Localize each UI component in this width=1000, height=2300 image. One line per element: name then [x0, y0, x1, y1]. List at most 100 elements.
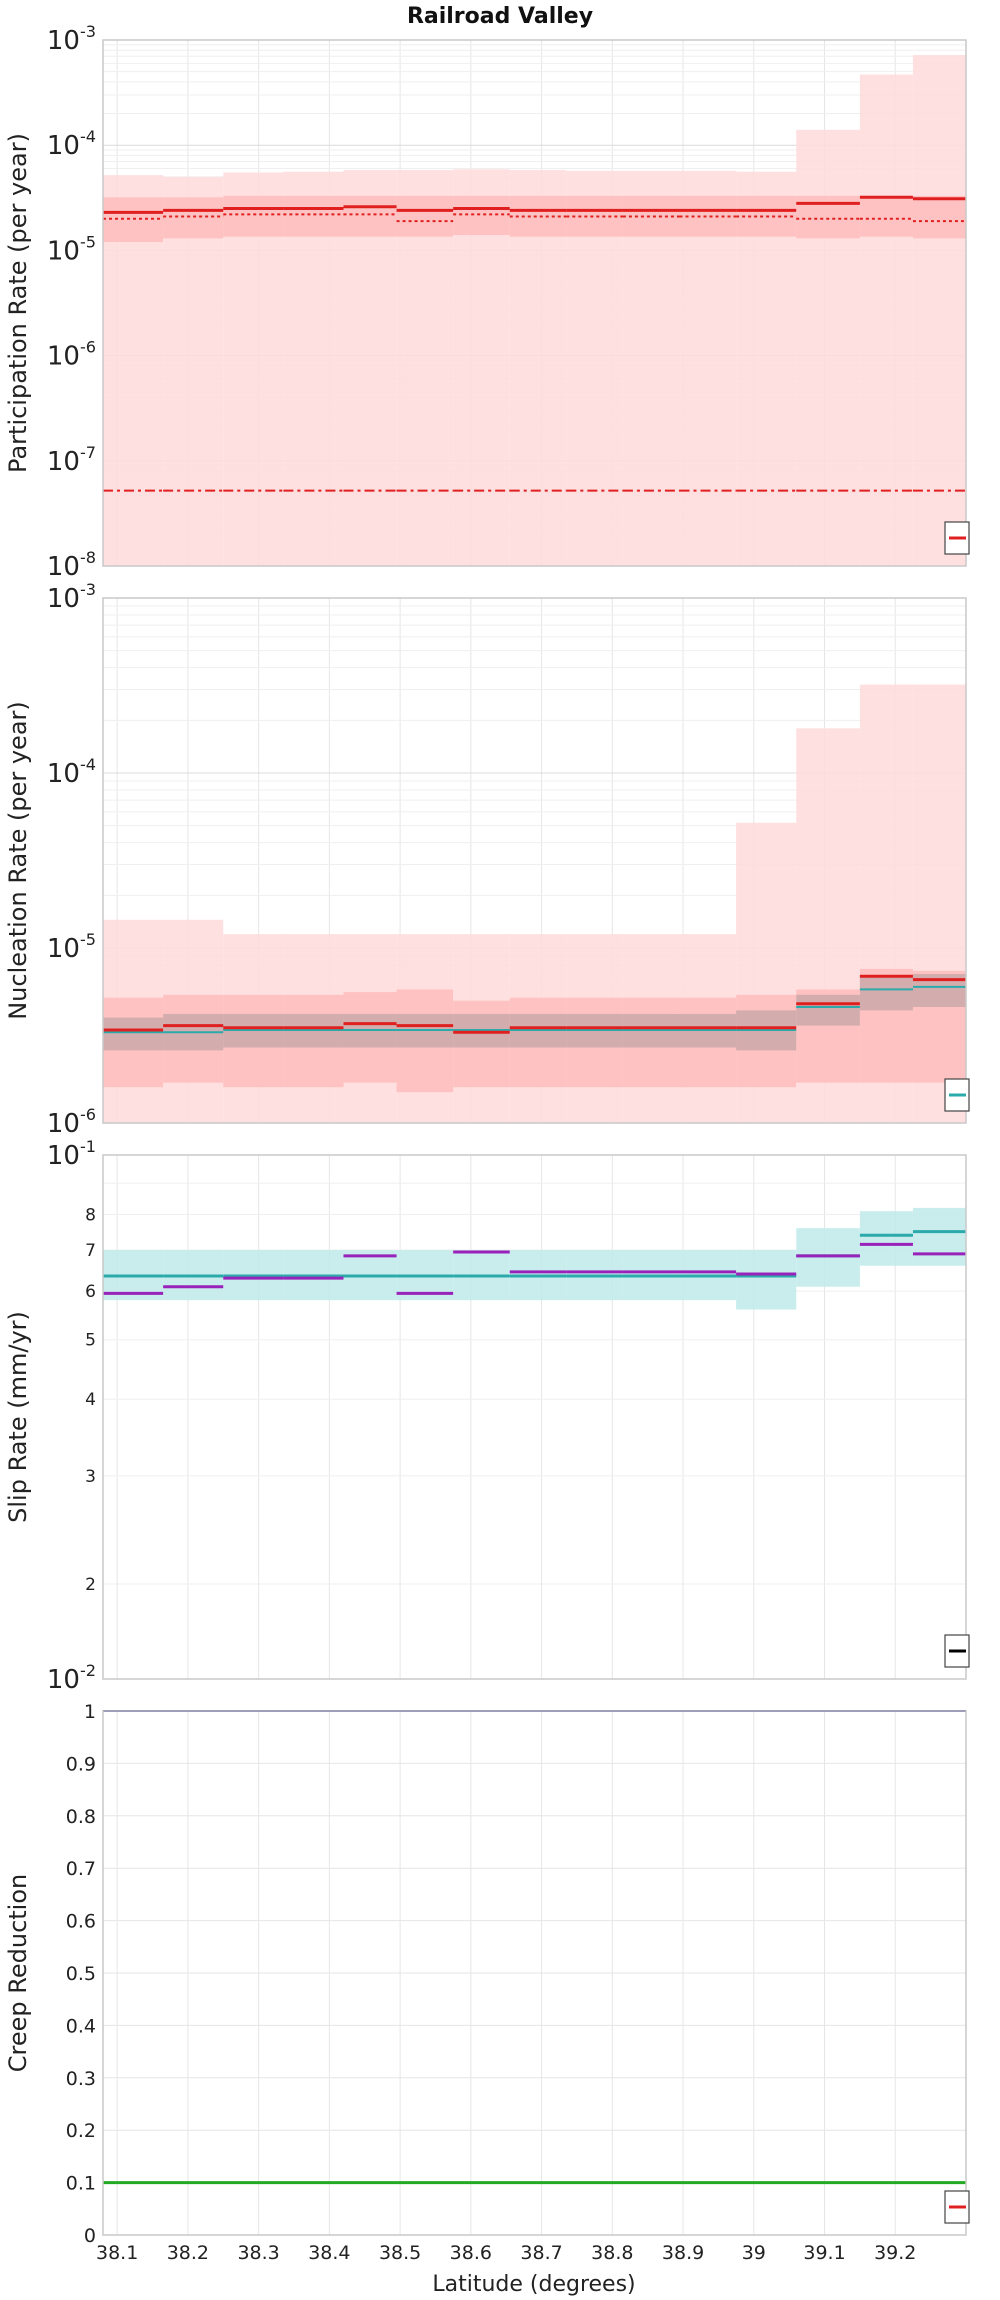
uncertainty-band-bin — [679, 195, 737, 237]
y-tick-labels: 10-6 10-5 10-4 10-3 — [47, 580, 96, 1139]
x-tick-label: 38.4 — [308, 2242, 350, 2264]
x-tick-label: 38.5 — [379, 2242, 421, 2264]
uncertainty-band-bin — [163, 176, 224, 567]
y-axis-label: Creep Reduction — [4, 1874, 32, 2072]
uncertainty-band-bin — [912, 55, 966, 567]
plot-frame — [102, 1154, 967, 1680]
series-1 — [103, 985, 966, 1034]
x-tick-labels: 38.1 38.2 38.3 38.4 38.5 38.6 38.7 38.8 38.9 39 39… — [96, 2242, 916, 2264]
chart-title: Railroad Valley — [407, 4, 593, 29]
uncertainty-band-bin — [622, 195, 680, 237]
y-tick-label: 6 — [85, 1282, 96, 1302]
y-tick-label: 8 — [85, 1205, 96, 1225]
y-tick-label: 10-4 — [47, 127, 96, 161]
x-tick-label: 39.1 — [803, 2242, 845, 2264]
uncertainty-band-bin — [453, 195, 510, 236]
y-tick-label: 10-6 — [47, 338, 96, 372]
uncertainty-band-bin — [343, 195, 397, 237]
x-tick-label: 39.2 — [874, 2242, 916, 2264]
legend — [944, 1078, 970, 1112]
panel-2: 10-6 10-5 10-4 10-3 Nucleation Rate (per yea… — [4, 580, 970, 1139]
uncertainty-band-bin — [396, 195, 454, 237]
y-tick-label: 0.9 — [66, 1753, 96, 1775]
uncertainty-band-bin — [796, 129, 860, 566]
y-tick-label: 5 — [85, 1331, 96, 1351]
y-tick-label: 0.3 — [66, 2068, 96, 2090]
y-tick-label: 10-8 — [47, 548, 96, 582]
uncertainty-band-bin — [103, 1017, 164, 1051]
uncertainty-band-bin — [163, 197, 224, 239]
uncertainty-band-bin — [509, 195, 567, 237]
y-tick-label: 0.1 — [66, 2173, 96, 2195]
y-tick-label: 0 — [84, 2225, 96, 2247]
uncertainty-band-bin — [912, 195, 966, 239]
y-tick-labels: 10-8 10-7 10-6 10-5 10-4 10-3 — [47, 22, 96, 582]
y-axis-label: Participation Rate (per year) — [4, 133, 32, 473]
series-2 — [103, 213, 966, 223]
y-axis-label: Nucleation Rate (per year) — [4, 701, 32, 1020]
panel-1: 10-8 10-7 10-6 10-5 10-4 10-3 Participation Ra… — [4, 22, 970, 582]
uncertainty-band-bin — [453, 169, 510, 566]
uncertainty-band-bin — [912, 1207, 966, 1266]
y-tick-label: 10-5 — [47, 930, 96, 964]
series-2 — [103, 974, 966, 1034]
y-tick-label: 3 — [85, 1467, 96, 1487]
series-2 — [103, 1242, 966, 1295]
y-tick-label: 10-1 — [47, 1137, 96, 1171]
plot-frame — [102, 1710, 967, 2236]
y-tick-label: 10-2 — [47, 1661, 96, 1695]
uncertainty-band-bin — [796, 994, 860, 1026]
y-tick-label: 10-3 — [47, 22, 96, 56]
legend — [944, 2190, 970, 2224]
x-tick-label: 38.6 — [450, 2242, 492, 2264]
y-tick-label: 10-7 — [47, 443, 96, 477]
x-tick-label: 38.2 — [167, 2242, 209, 2264]
panel-3: 10-2 10-1 2 3 4 5 6 7 8 Slip Rate (mm/yr) — [4, 1137, 970, 1695]
uncertainty-band-bin — [223, 195, 284, 237]
plot-frame — [102, 597, 967, 1124]
y-tick-labels: 10-2 10-1 2 3 4 5 6 7 8 — [47, 1137, 96, 1695]
uncertainty-band-bin — [679, 170, 737, 566]
x-tick-label: 38.9 — [662, 2242, 704, 2264]
series-1 — [103, 195, 966, 214]
y-tick-label: 10-5 — [47, 232, 96, 266]
uncertainty-band-bin — [859, 195, 913, 237]
uncertainty-band-bin — [859, 1211, 913, 1266]
uncertainty-band-bin — [566, 170, 623, 566]
y-tick-label: 4 — [85, 1390, 96, 1410]
y-tick-label: 0.7 — [66, 1858, 96, 1880]
y-tick-label: 10-3 — [47, 580, 96, 614]
uncertainty-band-bin — [223, 172, 284, 566]
uncertainty-band-bin — [796, 1228, 860, 1287]
uncertainty-band-bin — [859, 74, 913, 567]
uncertainty-band-bin — [283, 171, 344, 566]
y-tick-label: 0.4 — [66, 2015, 96, 2037]
y-tick-labels: 0 0.1 0.2 0.3 0.4 0.5 0.6 0.7 0.8 0.9 1 — [66, 1701, 96, 2247]
x-tick-label: 39 — [742, 2242, 766, 2264]
y-tick-label: 7 — [85, 1241, 96, 1261]
legend — [944, 1634, 970, 1668]
x-tick-label: 38.1 — [96, 2242, 138, 2264]
uncertainty-band-bin — [736, 171, 797, 566]
x-tick-label: 38.8 — [591, 2242, 633, 2264]
y-tick-label: 0.2 — [66, 2120, 96, 2142]
y-tick-label: 0.8 — [66, 1806, 96, 1828]
x-axis-label: Latitude (degrees) — [432, 2272, 635, 2297]
uncertainty-band-bin — [283, 195, 344, 237]
uncertainty-band-bin — [859, 975, 913, 1011]
y-tick-label: 10-6 — [47, 1105, 96, 1139]
legend — [944, 521, 970, 555]
uncertainty-band-bin — [622, 170, 680, 566]
y-tick-label: 10-4 — [47, 755, 96, 789]
uncertainty-band-bin — [736, 1250, 797, 1310]
plot-frame — [102, 39, 967, 567]
y-tick-label: 0.5 — [66, 1963, 96, 1985]
y-tick-label: 2 — [85, 1575, 96, 1595]
y-axis-label: Slip Rate (mm/yr) — [4, 1311, 32, 1523]
uncertainty-band-bin — [566, 195, 623, 237]
y-tick-label: 0.6 — [66, 1911, 96, 1933]
x-tick-label: 38.7 — [520, 2242, 562, 2264]
y-tick-label: 1 — [84, 1701, 96, 1723]
panel-4: 0 0.1 0.2 0.3 0.4 0.5 0.6 0.7 0.8 0.9 1 38.1 38.2 38.… — [4, 1701, 970, 2264]
